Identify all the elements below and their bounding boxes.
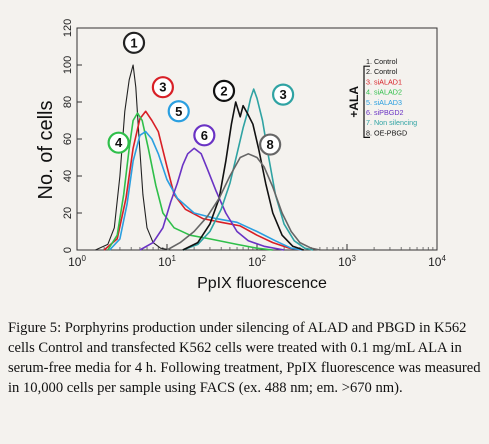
callout-label: 1 — [130, 35, 137, 50]
series-callout-1: 1 — [122, 31, 146, 54]
chart: 0 20 40 60 80 100 120 100 101 102 103 104 1 3 4 5 6 3 2 8… — [35, 19, 446, 292]
y-tick-label: 20 — [62, 207, 74, 219]
series-line-2 — [182, 101, 304, 251]
legend-entry: 6. siPBGD2 — [366, 108, 404, 117]
x-tick-label: 101 — [158, 254, 176, 269]
series-callout-7: 3 — [272, 83, 295, 106]
series-line-8 — [166, 153, 321, 251]
x-axis-label: PpIX fluorescence — [197, 275, 327, 292]
legend-bracket — [363, 65, 370, 138]
figure-caption: Figure 5: Porphyrins production under si… — [8, 318, 483, 398]
series-line-6 — [139, 147, 285, 251]
y-tick-label: 80 — [62, 96, 74, 108]
series-line-7 — [182, 88, 314, 251]
x-tick-label: 102 — [248, 254, 266, 269]
callout-label: 3 — [159, 80, 166, 95]
y-tick-label: 60 — [62, 133, 74, 145]
legend-entry: 4. siALAD2 — [366, 88, 402, 97]
callout-label: 3 — [279, 87, 286, 102]
figure-label: Figure 5 — [8, 320, 58, 336]
legend-entry: 2. Control — [366, 67, 398, 76]
y-tick-label: 100 — [62, 56, 74, 74]
legend-entry: 7. Non silencing — [366, 118, 417, 127]
callout-label: 8 — [267, 137, 274, 152]
series-callout-4: 4 — [107, 131, 130, 154]
legend-entry: 1. Control — [366, 57, 398, 66]
y-tick-label: 120 — [62, 19, 74, 37]
x-tick-label: 103 — [338, 254, 356, 269]
series-line-1 — [95, 64, 171, 251]
series-line-3 — [103, 110, 303, 251]
callout-label: 5 — [175, 104, 182, 119]
series-callout-3: 3 — [151, 76, 174, 99]
x-tick-label: 104 — [428, 254, 446, 269]
y-tick-label: 40 — [62, 170, 74, 182]
figure-caption-text: : Porphyrins production under silencing … — [8, 320, 481, 396]
x-tick-label: 100 — [68, 254, 86, 269]
y-tick-label: 0 — [62, 247, 74, 253]
legend-entry: 3. siALAD1 — [366, 77, 402, 86]
series-callout-5: 5 — [167, 100, 190, 123]
callout-label: 2 — [220, 83, 227, 98]
legend-entry: 5. siALAD3 — [366, 98, 402, 107]
callout-label: 6 — [201, 128, 208, 143]
callout-label: 4 — [115, 135, 123, 150]
series-callout-6: 6 — [193, 124, 216, 147]
y-axis-label: No. of cells — [35, 101, 57, 200]
series-line-5 — [109, 130, 303, 251]
legend-group-label: +ALA — [347, 86, 361, 118]
series-callout-2: 2 — [212, 79, 236, 103]
legend-entry: 8. OE-PBGD — [366, 128, 407, 137]
series-callout-8: 8 — [259, 133, 282, 156]
series-line-4 — [107, 112, 273, 251]
